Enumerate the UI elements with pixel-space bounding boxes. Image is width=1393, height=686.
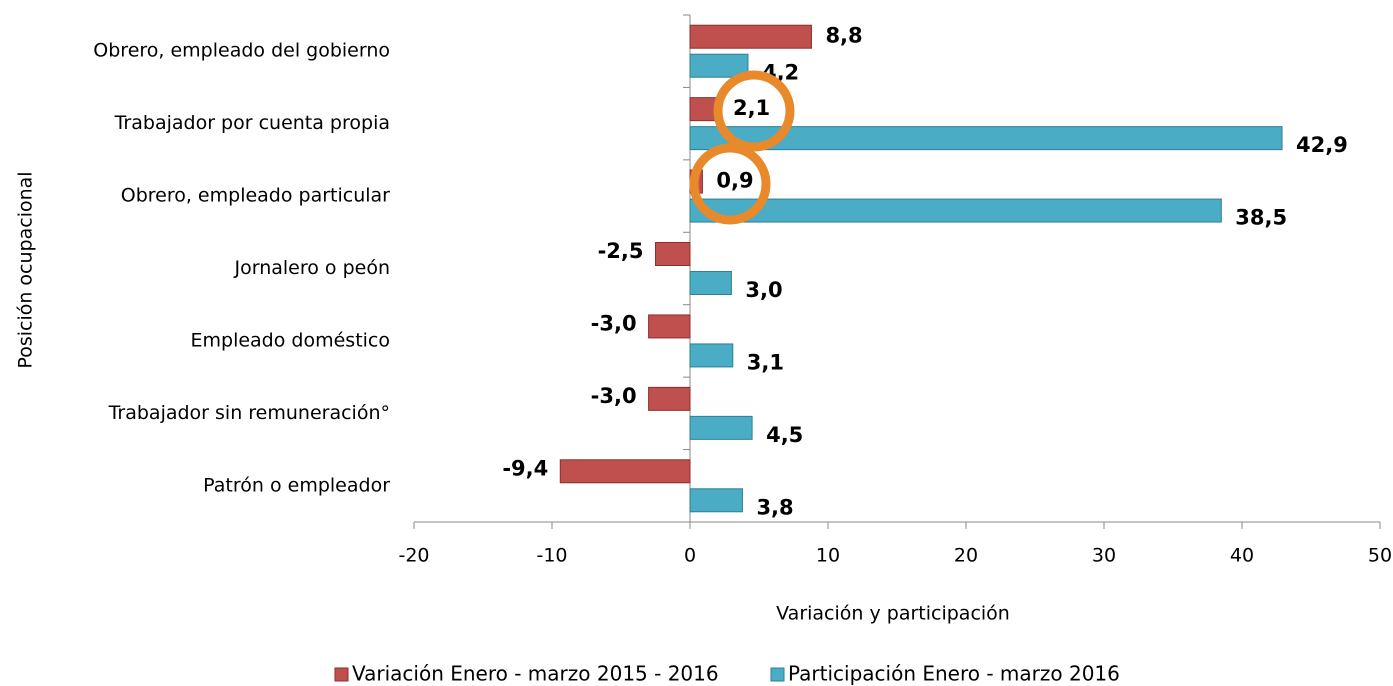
x-tick-label: 40 [1230, 545, 1254, 567]
x-tick-label: 30 [1092, 545, 1116, 567]
highlight-circle [713, 70, 795, 152]
y-tick-label: Patrón o empleador [203, 474, 390, 496]
value-label: -9,4 [502, 456, 548, 480]
y-tick-label: Empleado doméstico [191, 329, 391, 351]
value-label: 4,5 [766, 423, 803, 447]
x-axis-label: Variación y participación [776, 603, 1010, 625]
bar [689, 488, 743, 513]
plot: -20 -10 0 10 20 30 40 50 Obrero, empleado del go… [93, 14, 1392, 686]
value-label: 3,1 [747, 350, 784, 374]
value-label: 38,5 [1235, 206, 1287, 230]
legend-swatch [770, 667, 785, 682]
y-tick-label: Obrero, empleado particular [121, 185, 390, 207]
value-label: 8,8 [825, 24, 862, 48]
value-label: 3,8 [756, 495, 793, 519]
bar [689, 126, 1283, 151]
bar [689, 198, 1222, 223]
bar [655, 242, 691, 266]
x-tick-label: 50 [1368, 545, 1392, 567]
bar [648, 386, 691, 411]
value-label: 0,9 [716, 169, 753, 193]
value-label: -2,5 [598, 239, 644, 263]
value-label: -3,0 [591, 384, 637, 408]
x-tick-label: 20 [954, 545, 978, 567]
bar [689, 343, 734, 368]
bar [689, 271, 732, 295]
value-label: -3,0 [591, 311, 637, 335]
highlight-circle [689, 143, 771, 225]
x-tick-label: 10 [816, 545, 840, 567]
x-tick-label: -10 [536, 545, 567, 567]
legend-label: Participación Enero - marzo 2016 [788, 662, 1120, 686]
x-tick-label: 0 [684, 545, 696, 567]
legend-swatch [334, 667, 349, 682]
bar [559, 459, 691, 484]
y-tick-label: Jornalero o peón [234, 257, 391, 279]
value-label: 3,0 [745, 278, 782, 302]
x-tick-label: -20 [398, 545, 429, 567]
bar [648, 314, 691, 339]
value-label: 2,1 [733, 96, 770, 120]
bar [689, 24, 812, 49]
legend-label: Variación Enero - marzo 2015 - 2016 [352, 662, 719, 686]
value-label: 42,9 [1296, 133, 1348, 157]
y-axis-label: Posición ocupacional [15, 171, 37, 368]
y-tick-label: Trabajador sin remuneración° [108, 402, 390, 424]
bar [689, 53, 749, 78]
bar [689, 415, 753, 440]
y-tick-label: Trabajador por cuenta propia [114, 112, 390, 134]
y-tick-label: Obrero, empleado del gobierno [93, 40, 390, 62]
